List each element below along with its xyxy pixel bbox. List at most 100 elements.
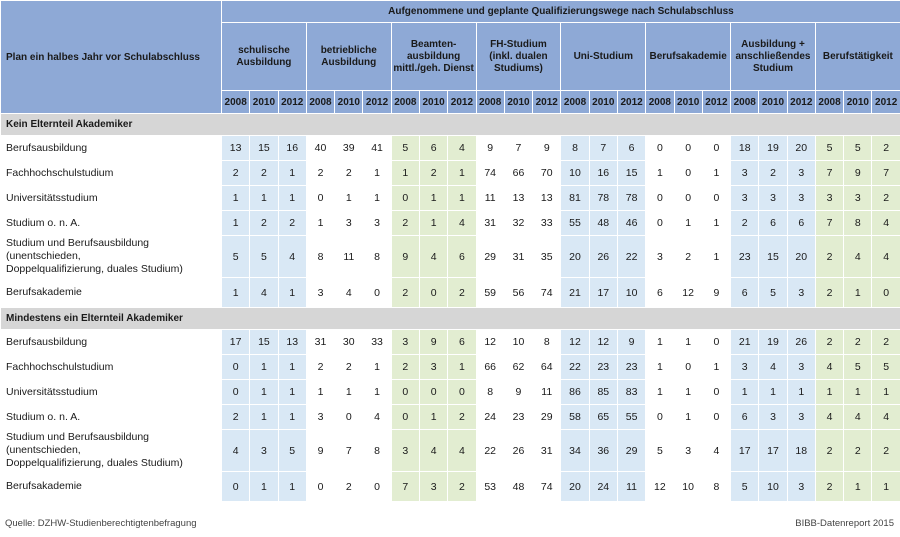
value-cell: 15 — [616, 160, 647, 186]
value-cell: 2 — [814, 235, 845, 278]
value-cell: 9 — [418, 329, 449, 355]
value-cell: 31 — [503, 235, 534, 278]
value-cell: 3 — [645, 235, 675, 278]
value-cell: 0 — [390, 185, 420, 211]
value-cell: 4 — [447, 135, 477, 161]
value-cell: 0 — [645, 185, 675, 211]
value-cell: 1 — [447, 354, 477, 380]
value-cell: 1 — [362, 379, 392, 405]
value-cell: 32 — [503, 210, 534, 236]
year-header: 2012 — [362, 90, 392, 114]
value-cell: 1 — [277, 160, 307, 186]
year-header: 2008 — [560, 90, 590, 114]
value-cell: 65 — [588, 404, 618, 430]
value-cell: 86 — [560, 379, 590, 405]
value-cell: 20 — [560, 235, 590, 278]
value-cell: 1 — [220, 185, 251, 211]
value-cell: 26 — [786, 329, 816, 355]
year-header: 2008 — [645, 90, 675, 114]
value-cell: 1 — [814, 379, 845, 405]
year-header: 2010 — [843, 90, 873, 114]
value-cell: 62 — [503, 354, 534, 380]
header-row-groups: schulische Ausbildung betriebliche Ausbildu… — [1, 22, 900, 91]
value-cell: 3 — [758, 185, 788, 211]
value-cell: 8 — [560, 135, 590, 161]
value-cell: 4 — [871, 235, 900, 278]
year-header: 2010 — [418, 90, 449, 114]
value-cell: 33 — [362, 329, 392, 355]
value-cell: 12 — [673, 277, 703, 308]
value-cell: 5 — [249, 235, 279, 278]
value-cell: 59 — [475, 277, 505, 308]
value-cell: 3 — [730, 160, 760, 186]
value-cell: 15 — [249, 135, 279, 161]
row-label: Fachhochschulstudium — [0, 160, 222, 186]
value-cell: 66 — [475, 354, 505, 380]
value-cell: 74 — [532, 471, 562, 502]
value-cell: 1 — [362, 185, 392, 211]
value-cell: 2 — [220, 160, 251, 186]
value-cell: 1 — [277, 404, 307, 430]
group-header: schulische Ausbildung — [221, 22, 307, 91]
group-header: Ausbildung + anschließendes Studium — [730, 22, 816, 91]
value-cell: 0 — [871, 277, 900, 308]
section-title: Kein Elternteil Akademiker — [0, 113, 900, 136]
value-cell: 2 — [814, 329, 845, 355]
value-cell: 15 — [758, 235, 788, 278]
value-cell: 3 — [418, 354, 449, 380]
table-row: Studium o. n. A. 1 2 2 1 3 3 2 1 4 31 32 33 55 48 46 0 1 1… — [0, 210, 900, 236]
value-cell: 2 — [673, 235, 703, 278]
value-cell: 31 — [305, 329, 336, 355]
year-header: 2008 — [814, 90, 845, 114]
value-cell: 15 — [249, 329, 279, 355]
group-header: Uni-Studium — [560, 22, 647, 91]
value-cell: 26 — [588, 235, 618, 278]
value-cell: 24 — [588, 471, 618, 502]
value-cell: 2 — [843, 429, 873, 472]
table-row: Fachhochschulstudium 2 2 1 2 2 1 1 2 1 74 66 70 10 16 1… — [0, 160, 900, 186]
value-cell: 1 — [334, 185, 364, 211]
value-cell: 1 — [673, 379, 703, 405]
value-cell: 5 — [277, 429, 307, 472]
value-cell: 5 — [871, 354, 900, 380]
plan-column-header: Plan ein halbes Jahr vor Schulabschluss — [0, 0, 222, 114]
value-cell: 34 — [560, 429, 590, 472]
value-cell: 1 — [673, 210, 703, 236]
value-cell: 9 — [503, 379, 534, 405]
source-note: Quelle: DZHW-Studienberechtigtenbefragun… — [5, 518, 197, 529]
value-cell: 29 — [475, 235, 505, 278]
header-row-title: Plan ein halbes Jahr vor Schulabschluss A… — [0, 0, 900, 114]
value-cell: 1 — [277, 277, 307, 308]
qualification-paths-table: Plan ein halbes Jahr vor Schulabschluss A… — [0, 0, 900, 502]
value-cell: 3 — [418, 471, 449, 502]
value-cell: 19 — [758, 329, 788, 355]
value-cell: 8 — [362, 429, 392, 472]
value-cell: 3 — [390, 329, 420, 355]
value-cell: 1 — [390, 160, 420, 186]
value-cell: 1 — [334, 379, 364, 405]
table-row: Berufsausbildung 17 15 13 31 30 33 3 9 6 12 10 8 12 12… — [0, 329, 900, 355]
value-cell: 13 — [532, 185, 562, 211]
value-cell: 0 — [305, 471, 336, 502]
value-cell: 4 — [871, 404, 900, 430]
value-cell: 2 — [305, 354, 336, 380]
value-cell: 2 — [814, 277, 845, 308]
value-cell: 4 — [843, 404, 873, 430]
row-label-line: Universitätsstudium — [6, 385, 98, 398]
value-cell: 22 — [560, 354, 590, 380]
value-cell: 1 — [362, 354, 392, 380]
value-cell: 1 — [220, 277, 251, 308]
value-cell: 18 — [786, 429, 816, 472]
value-cell: 3 — [814, 185, 845, 211]
value-cell: 3 — [334, 210, 364, 236]
value-cell: 11 — [616, 471, 647, 502]
value-cell: 8 — [362, 235, 392, 278]
value-cell: 12 — [560, 329, 590, 355]
value-cell: 21 — [730, 329, 760, 355]
value-cell: 1 — [249, 471, 279, 502]
value-cell: 2 — [871, 135, 900, 161]
group-header-line: ausbildung — [406, 50, 461, 62]
value-cell: 7 — [503, 135, 534, 161]
section-title: Mindestens ein Elternteil Akademiker — [0, 307, 900, 330]
group-header-line: Berufsakademie — [649, 50, 727, 62]
